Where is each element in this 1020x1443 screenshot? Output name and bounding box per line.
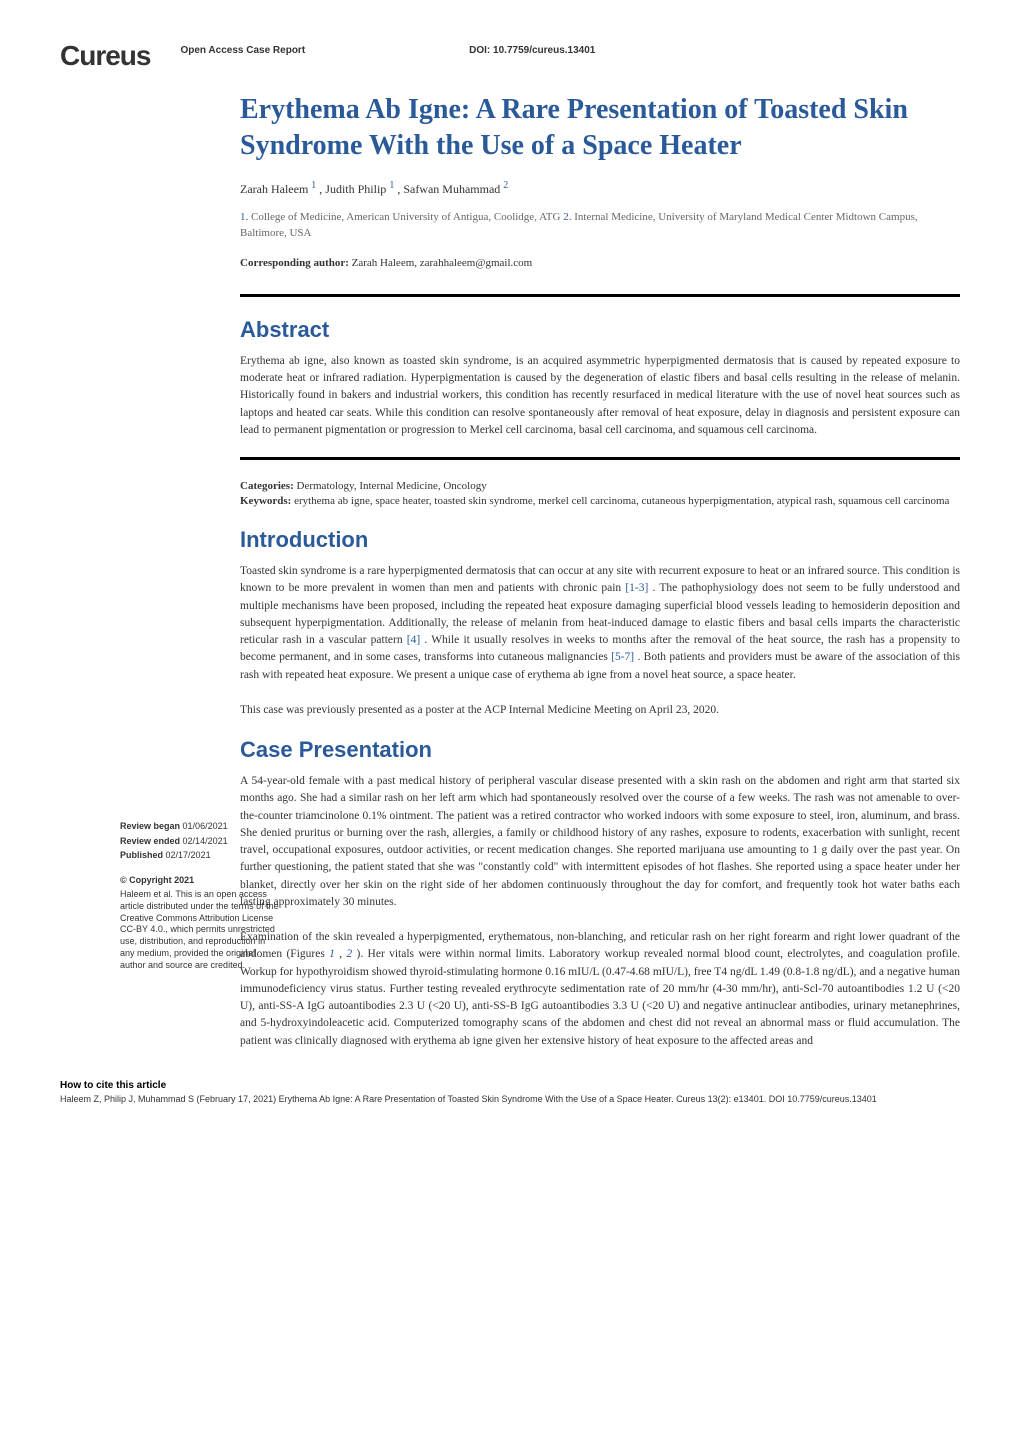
author-name: Zarah Haleem <box>240 182 308 196</box>
review-began: Review began 01/06/2021 <box>120 820 280 833</box>
author-name: Safwan Muhammad <box>403 182 500 196</box>
figure-link[interactable]: 1 <box>329 948 335 960</box>
affiliations: 1. College of Medicine, American Univers… <box>240 209 960 242</box>
divider <box>240 457 960 460</box>
copyright-heading: © Copyright 2021 <box>120 874 280 887</box>
published-date: 02/17/2021 <box>166 850 211 860</box>
review-began-label: Review began <box>120 821 180 831</box>
author-sup: 1 <box>389 180 394 191</box>
case-paragraph: Examination of the skin revealed a hyper… <box>240 929 960 1050</box>
copyright-label: © Copyright <box>120 875 172 885</box>
divider <box>240 294 960 297</box>
main-content: Erythema Ab Igne: A Rare Presentation of… <box>240 92 960 1050</box>
introduction-heading: Introduction <box>240 527 960 553</box>
case-paragraph: A 54-year-old female with a past medical… <box>240 773 960 911</box>
introduction-paragraph: This case was previously presented as a … <box>240 702 960 719</box>
doi: DOI: 10.7759/cureus.13401 <box>469 45 595 56</box>
categories: Categories: Dermatology, Internal Medici… <box>240 480 960 492</box>
reference-link[interactable]: [4] <box>407 634 420 646</box>
categories-text: Dermatology, Internal Medicine, Oncology <box>297 480 487 492</box>
page-wrapper: Cureus Open Access Case Report DOI: 10.7… <box>60 40 960 1105</box>
copyright-text: Haleem et al. This is an open access art… <box>120 889 280 971</box>
abstract-text: Erythema ab igne, also known as toasted … <box>240 353 960 439</box>
keywords: Keywords: erythema ab igne, space heater… <box>240 495 960 507</box>
author-sup: 2 <box>503 180 508 191</box>
corresponding-author: Corresponding author: Zarah Haleem, zara… <box>240 257 960 269</box>
article-title: Erythema Ab Igne: A Rare Presentation of… <box>240 92 960 165</box>
corresponding-label: Corresponding author: <box>240 257 349 269</box>
author-name: Judith Philip <box>325 182 386 196</box>
footer-citation: Haleem Z, Philip J, Muhammad S (February… <box>60 1094 960 1106</box>
review-began-date: 01/06/2021 <box>183 821 228 831</box>
affiliation-number: 1. <box>240 211 248 223</box>
authors: Zarah Haleem 1 , Judith Philip 1 , Safwa… <box>240 180 960 197</box>
footer-heading: How to cite this article <box>60 1080 960 1091</box>
corresponding-text: Zarah Haleem, zarahhaleem@gmail.com <box>352 257 533 269</box>
footer: How to cite this article Haleem Z, Phili… <box>60 1080 960 1106</box>
header: Cureus Open Access Case Report DOI: 10.7… <box>60 40 960 72</box>
reference-link[interactable]: [5-7] <box>611 651 634 663</box>
sidebar: Review began 01/06/2021 Review ended 02/… <box>120 820 280 971</box>
published-label: Published <box>120 850 163 860</box>
header-right: Open Access Case Report DOI: 10.7759/cur… <box>180 40 960 58</box>
review-ended-label: Review ended <box>120 836 180 846</box>
case-heading: Case Presentation <box>240 737 960 763</box>
keywords-text: erythema ab igne, space heater, toasted … <box>294 495 949 507</box>
article-type: Open Access Case Report <box>180 45 305 56</box>
reference-link[interactable]: [1-3] <box>625 582 648 594</box>
review-ended: Review ended 02/14/2021 <box>120 835 280 848</box>
text-span: ). Her vitals were within normal limits.… <box>240 948 960 1046</box>
affiliation-number: 2. <box>563 211 571 223</box>
figure-link[interactable]: 2 <box>346 948 352 960</box>
affiliation-text: College of Medicine, American University… <box>251 211 563 223</box>
keywords-label: Keywords: <box>240 495 291 507</box>
logo: Cureus <box>60 40 150 72</box>
published: Published 02/17/2021 <box>120 849 280 862</box>
copyright-year: 2021 <box>174 875 194 885</box>
categories-label: Categories: <box>240 480 294 492</box>
author-sup: 1 <box>311 180 316 191</box>
review-ended-date: 02/14/2021 <box>183 836 228 846</box>
introduction-paragraph: Toasted skin syndrome is a rare hyperpig… <box>240 563 960 684</box>
abstract-heading: Abstract <box>240 317 960 343</box>
